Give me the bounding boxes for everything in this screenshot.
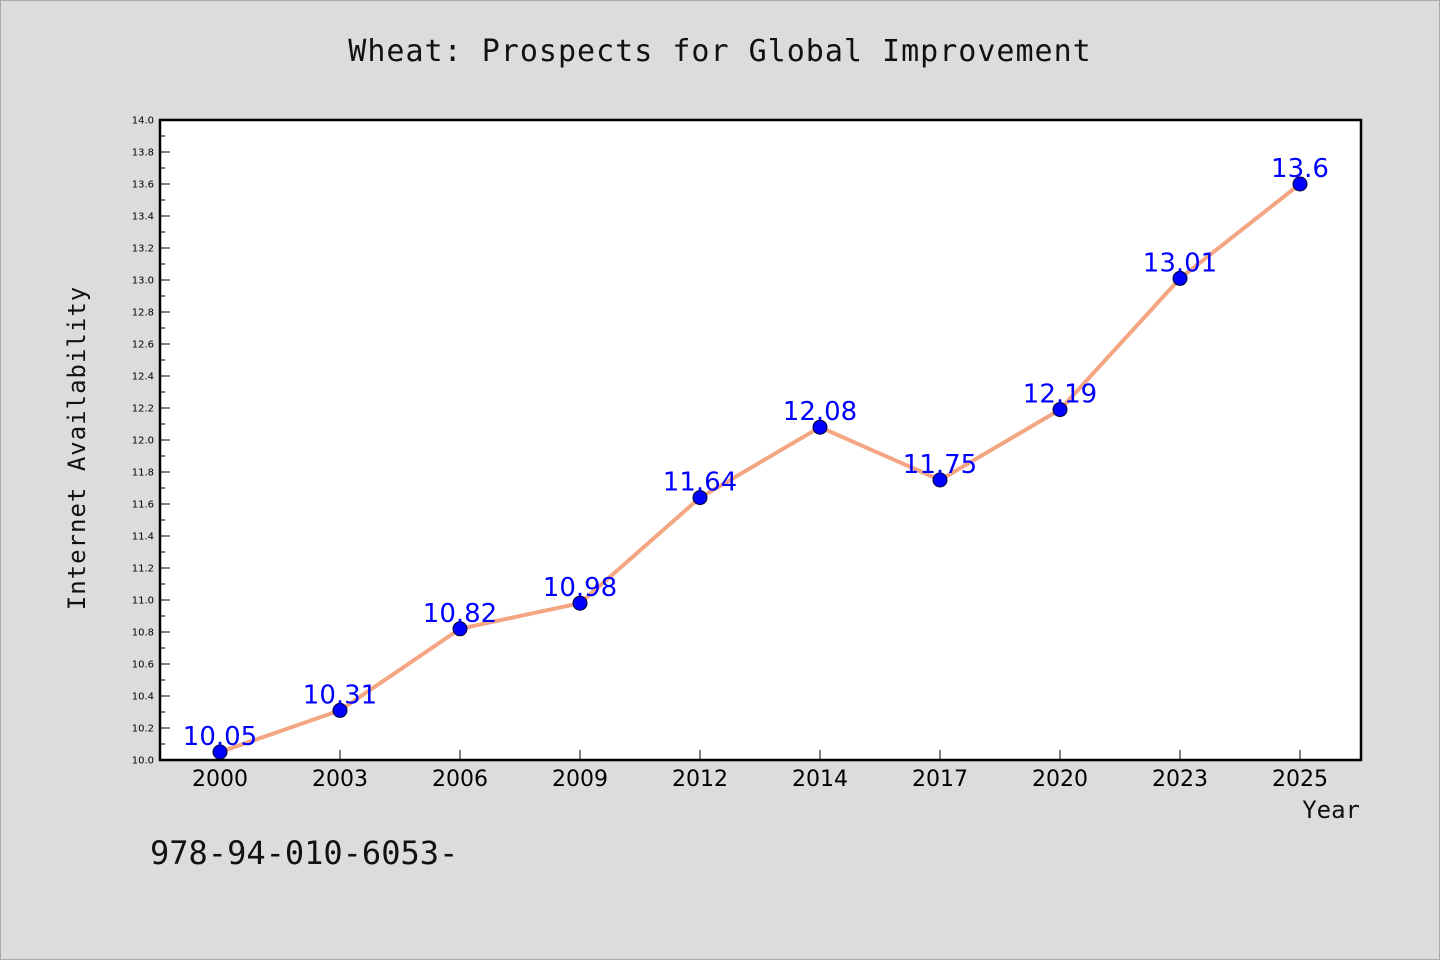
y-tick-label: 10.0 <box>132 756 154 767</box>
y-tick-label: 11.2 <box>132 564 154 575</box>
data-point <box>452 621 468 637</box>
y-tick-label: 10.2 <box>132 724 154 735</box>
data-point <box>1292 176 1308 192</box>
series-line-group <box>219 182 1302 754</box>
x-axis-label: Year <box>1302 796 1360 824</box>
y-tick-label: 11.8 <box>132 468 154 479</box>
data-point <box>1052 402 1068 418</box>
data-label: 13.01 <box>1143 248 1217 278</box>
series-line <box>219 182 1302 754</box>
data-label: 12.19 <box>1023 380 1097 410</box>
y-tick-label: 11.6 <box>132 500 154 511</box>
data-point <box>572 595 588 611</box>
y-tick-label: 14.0 <box>132 116 154 127</box>
x-tick-label: 2012 <box>672 767 728 792</box>
data-labels: 10.05 10.31 10.82 10.98 11.64 12.08 11.75 12.19… <box>183 154 1329 752</box>
chart-title: Wheat: Prospects for Global Improvement <box>348 34 1092 69</box>
footer-note: 978-94-010-6053- <box>150 834 459 872</box>
data-label: 10.98 <box>543 573 617 603</box>
data-label: 10.31 <box>303 680 377 710</box>
data-label: 10.05 <box>183 722 257 752</box>
y-tick-label: 10.6 <box>132 660 154 671</box>
data-label: 12.08 <box>783 397 857 427</box>
data-label: 11.64 <box>663 468 737 498</box>
data-point <box>932 472 948 488</box>
x-tick-label: 2003 <box>312 767 368 792</box>
x-tick-label: 2025 <box>1272 767 1328 792</box>
x-tick-label: 2017 <box>912 767 968 792</box>
x-tick-label: 2014 <box>792 767 848 792</box>
data-point <box>212 744 228 760</box>
y-tick-label: 12.6 <box>132 340 154 351</box>
y-tick-label: 11.4 <box>132 532 154 543</box>
data-point <box>1172 270 1188 286</box>
x-tick-label: 2020 <box>1032 767 1088 792</box>
y-tick-label: 12.2 <box>132 404 154 415</box>
y-tick-label: 13.8 <box>132 148 154 159</box>
x-tick-label: 2009 <box>552 767 608 792</box>
y-tick-label: 13.0 <box>132 276 154 287</box>
y-tick-label: 12.8 <box>132 308 154 319</box>
x-axis: 2000 2003 2006 2009 2012 2014 2017 2020 2023 2025 <box>192 750 1328 792</box>
y-tick-label: 10.4 <box>132 692 154 703</box>
data-point <box>812 419 828 435</box>
data-label: 10.82 <box>423 599 497 629</box>
y-tick-label: 10.8 <box>132 628 154 639</box>
y-tick-label: 13.6 <box>132 180 154 191</box>
data-label: 11.75 <box>903 450 977 480</box>
data-label: 13.6 <box>1271 154 1329 184</box>
y-tick-label: 12.4 <box>132 372 154 383</box>
y-tick-label: 12.0 <box>132 436 154 447</box>
y-tick-label: 13.2 <box>132 244 154 255</box>
x-tick-label: 2006 <box>432 767 488 792</box>
data-point <box>692 490 708 506</box>
data-points <box>212 176 1308 760</box>
x-tick-label: 2023 <box>1152 767 1208 792</box>
x-tick-label: 2000 <box>192 767 248 792</box>
y-tick-label: 13.4 <box>132 212 154 223</box>
data-point <box>332 702 348 718</box>
y-axis: 10.0 10.2 10.4 10.6 10.8 11.0 11.2 11.4 11.6 11.8… <box>132 116 170 767</box>
plot-area <box>158 118 1363 762</box>
y-tick-label: 11.0 <box>132 596 154 607</box>
